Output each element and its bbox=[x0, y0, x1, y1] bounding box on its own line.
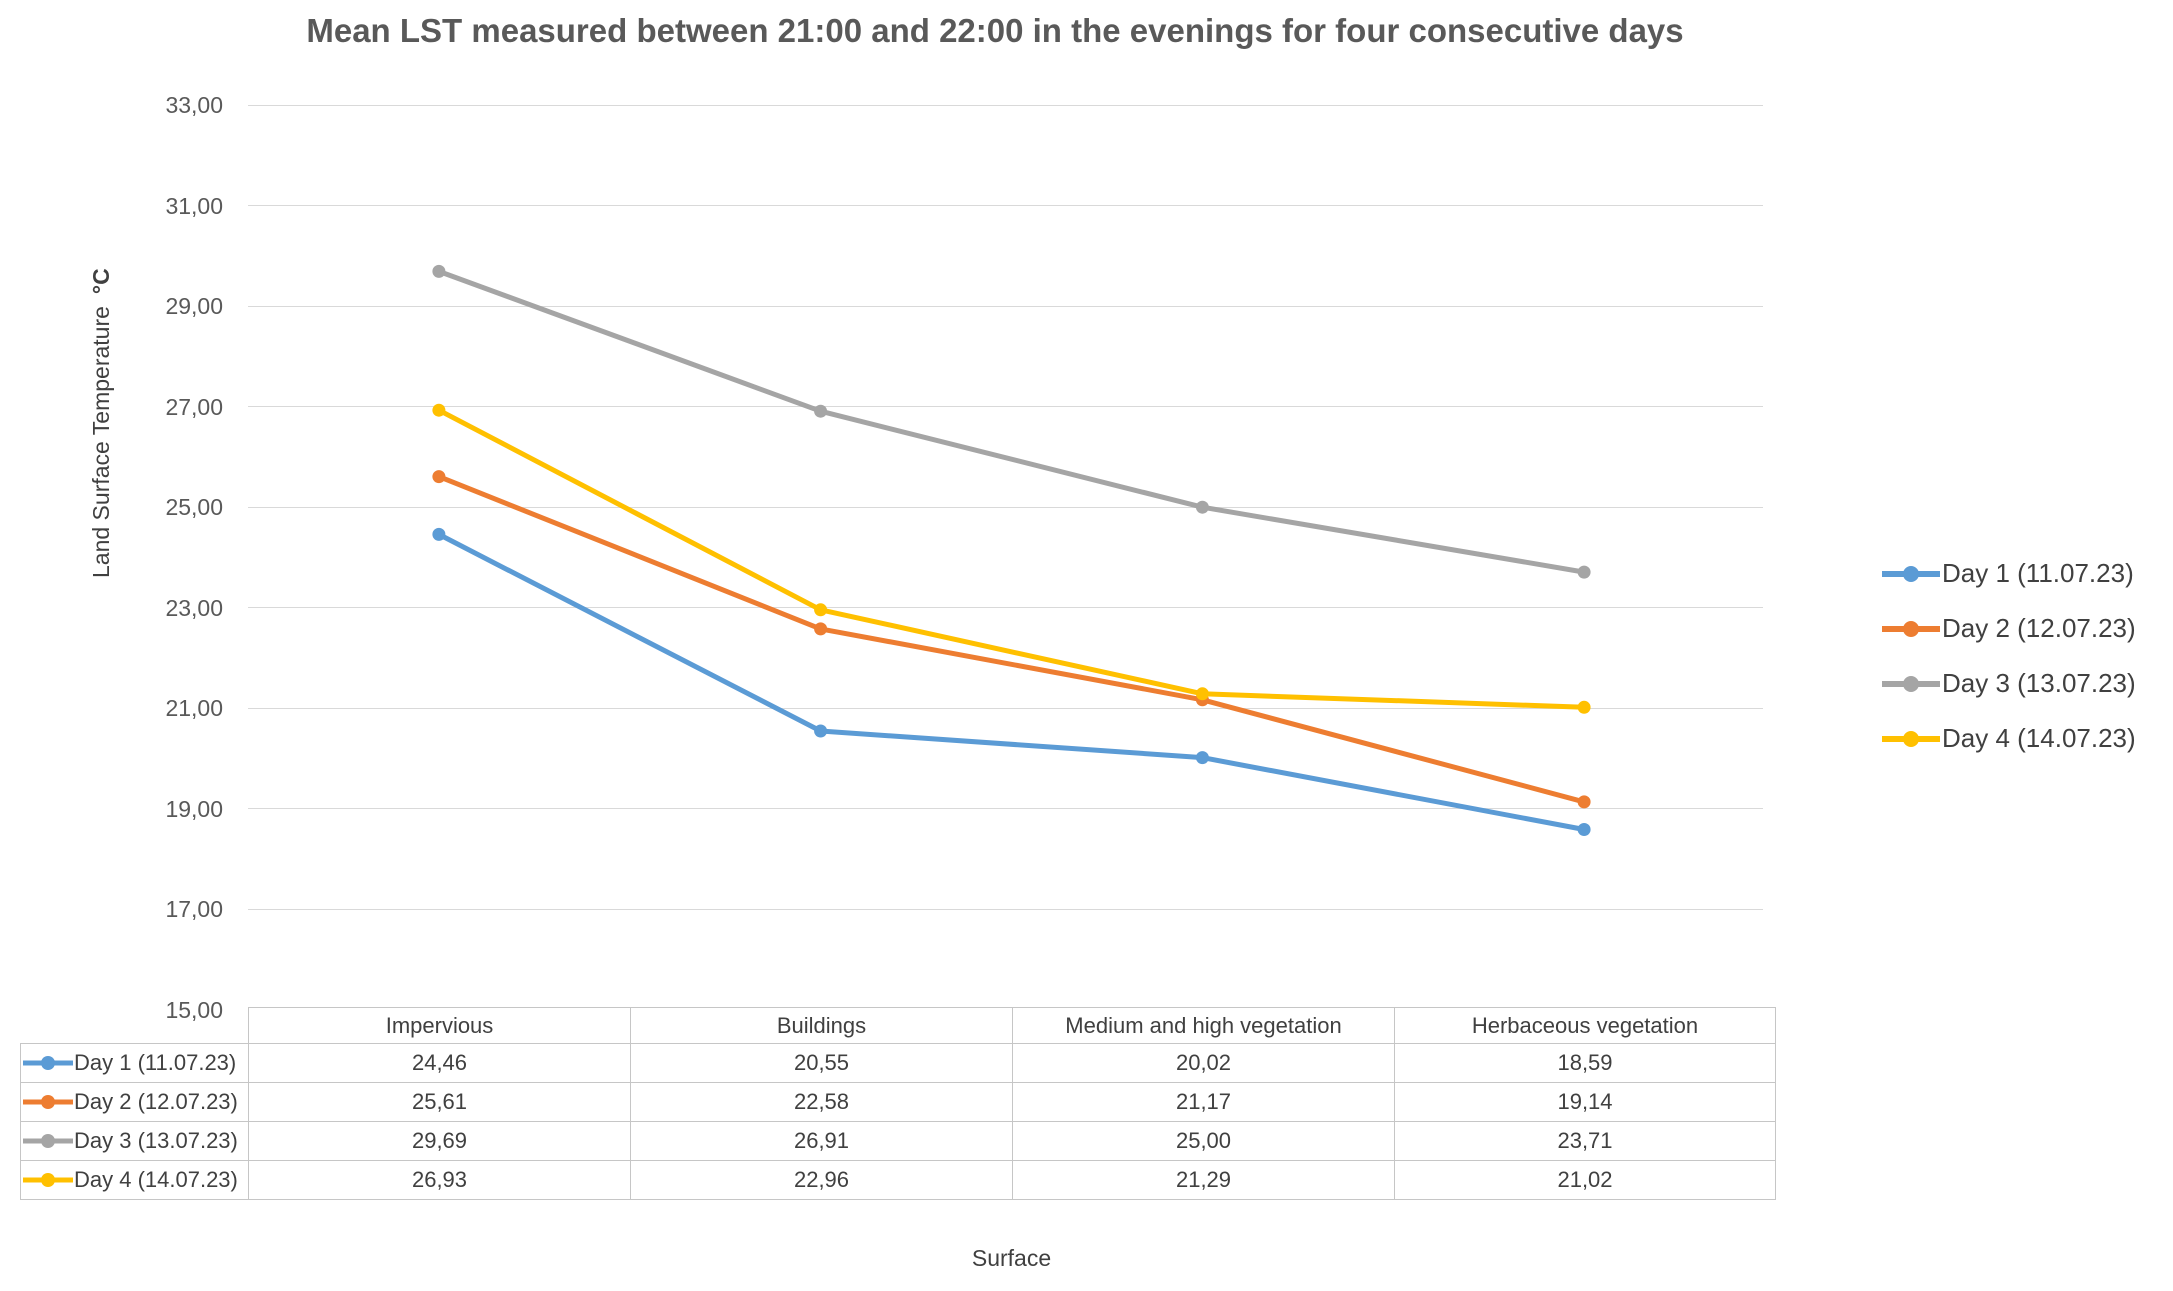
y-tick-label: 29,00 bbox=[165, 293, 223, 320]
value-cell: 29,69 bbox=[248, 1121, 631, 1161]
gridline bbox=[248, 406, 1763, 408]
value-cell: 22,96 bbox=[630, 1160, 1013, 1200]
gridline bbox=[248, 607, 1763, 609]
y-tick-label: 23,00 bbox=[165, 594, 223, 621]
series-key-icon bbox=[1882, 620, 1940, 637]
data-point-marker bbox=[1195, 500, 1209, 514]
value-cell: 20,55 bbox=[630, 1043, 1013, 1083]
y-tick-label: 19,00 bbox=[165, 795, 223, 822]
row-label: Day 1 (11.07.23) bbox=[74, 1050, 237, 1075]
legend-item-label: Day 3 (13.07.23) bbox=[1942, 668, 2136, 698]
y-tick-label: 33,00 bbox=[165, 92, 223, 118]
gridline bbox=[248, 707, 1763, 709]
gridline bbox=[248, 305, 1763, 307]
legend-item: Day 3 (13.07.23) bbox=[1882, 656, 2136, 711]
data-point-marker bbox=[814, 603, 828, 617]
line-chart-plot bbox=[432, 264, 1591, 836]
legend-item-label: Day 4 (14.07.23) bbox=[1942, 723, 2136, 753]
table-header-cell: Medium and high vegetation bbox=[1012, 1007, 1395, 1044]
chart-title: Mean LST measured between 21:00 and 22:0… bbox=[306, 12, 1684, 49]
y-tick-label: 15,00 bbox=[165, 997, 223, 1023]
value-cell: 20,02 bbox=[1012, 1043, 1395, 1083]
data-point-marker bbox=[1577, 795, 1591, 809]
y-tick-label: 21,00 bbox=[165, 695, 223, 722]
chart-data-table: Impervious Buildings Medium and high veget… bbox=[20, 1007, 1776, 1200]
value-cell: 18,59 bbox=[1394, 1043, 1776, 1083]
data-point-marker bbox=[814, 622, 828, 636]
data-point-marker bbox=[1577, 565, 1591, 579]
table-corner-blank bbox=[21, 1008, 249, 1044]
gridline bbox=[248, 506, 1763, 508]
value-cell: 23,71 bbox=[1394, 1121, 1776, 1161]
value-cell: 21,02 bbox=[1394, 1160, 1776, 1200]
gridline bbox=[248, 104, 1763, 106]
chart-legend: Day 1 (11.07.23) Day 2 (12.07.23) Day 3 (1… bbox=[1882, 546, 2136, 766]
data-point-marker bbox=[432, 527, 446, 541]
legend-item: Day 1 (11.07.23) bbox=[1882, 546, 2136, 601]
value-cell: 25,61 bbox=[248, 1082, 631, 1122]
legend-item: Day 4 (14.07.23) bbox=[1882, 711, 2136, 766]
y-tick-label: 25,00 bbox=[165, 494, 223, 521]
table-row: Day 4 (14.07.23) 26,93 22,96 21,29 21,02 bbox=[20, 1160, 1776, 1200]
data-point-marker bbox=[1195, 687, 1209, 701]
series-key-icon bbox=[23, 1173, 73, 1187]
gridline bbox=[248, 908, 1763, 910]
y-tick-label: 31,00 bbox=[165, 192, 223, 219]
table-row: Day 2 (12.07.23) 25,61 22,58 21,17 19,14 bbox=[20, 1082, 1776, 1122]
value-cell: 19,14 bbox=[1394, 1082, 1776, 1122]
series-key-icon bbox=[1882, 730, 1940, 747]
series-key-icon bbox=[1882, 675, 1940, 692]
series-key-icon bbox=[23, 1095, 73, 1109]
row-label-cell: Day 1 (11.07.23) bbox=[20, 1043, 249, 1083]
data-point-marker bbox=[814, 404, 828, 418]
gridline bbox=[248, 205, 1763, 207]
row-label: Day 3 (13.07.23) bbox=[74, 1128, 238, 1153]
row-label-cell: Day 2 (12.07.23) bbox=[20, 1082, 249, 1122]
y-tick-label: 27,00 bbox=[165, 393, 223, 420]
series-line-2 bbox=[436, 474, 1587, 805]
data-point-marker bbox=[432, 264, 446, 278]
series-line-4 bbox=[436, 407, 1587, 710]
legend-item: Day 2 (12.07.23) bbox=[1882, 601, 2136, 656]
y-axis-tick-labels: 33,00 31,00 29,00 27,00 25,00 23,00 21,00 19,00… bbox=[0, 0, 223, 1291]
row-label-cell: Day 3 (13.07.23) bbox=[20, 1121, 249, 1161]
table-header-cell: Buildings bbox=[630, 1007, 1013, 1044]
value-cell: 26,93 bbox=[248, 1160, 631, 1200]
series-key-icon bbox=[23, 1134, 73, 1148]
series-line-3 bbox=[436, 268, 1587, 575]
table-row: Day 1 (11.07.23) 24,46 20,55 20,02 18,59 bbox=[20, 1043, 1776, 1083]
value-cell: 25,00 bbox=[1012, 1121, 1395, 1161]
data-point-marker bbox=[1577, 823, 1591, 836]
series-key-icon bbox=[1882, 565, 1940, 582]
legend-item-label: Day 2 (12.07.23) bbox=[1942, 613, 2136, 643]
series-line-1 bbox=[436, 531, 1587, 832]
value-cell: 21,17 bbox=[1012, 1082, 1395, 1122]
value-cell: 26,91 bbox=[630, 1121, 1013, 1161]
data-point-marker bbox=[432, 403, 446, 417]
data-point-marker bbox=[1577, 700, 1591, 714]
table-header-cell: Impervious bbox=[248, 1007, 631, 1044]
y-tick-label: 17,00 bbox=[165, 896, 223, 923]
row-label: Day 2 (12.07.23) bbox=[74, 1089, 238, 1114]
legend-item-label: Day 1 (11.07.23) bbox=[1942, 558, 2134, 588]
row-label-cell: Day 4 (14.07.23) bbox=[20, 1160, 249, 1200]
data-point-marker bbox=[814, 724, 828, 738]
table-row: Day 3 (13.07.23) 29,69 26,91 25,00 23,71 bbox=[20, 1121, 1776, 1161]
value-cell: 21,29 bbox=[1012, 1160, 1395, 1200]
table-header-row: Impervious Buildings Medium and high veget… bbox=[21, 1007, 1776, 1044]
table-header-cell: Herbaceous vegetation bbox=[1394, 1007, 1776, 1044]
value-cell: 24,46 bbox=[248, 1043, 631, 1083]
data-point-marker bbox=[1195, 751, 1209, 765]
x-axis-title: Surface bbox=[971, 1245, 1052, 1271]
series-key-icon bbox=[23, 1056, 73, 1070]
row-label: Day 4 (14.07.23) bbox=[74, 1167, 238, 1192]
value-cell: 22,58 bbox=[630, 1082, 1013, 1122]
gridline bbox=[248, 808, 1763, 810]
data-point-marker bbox=[432, 470, 446, 484]
